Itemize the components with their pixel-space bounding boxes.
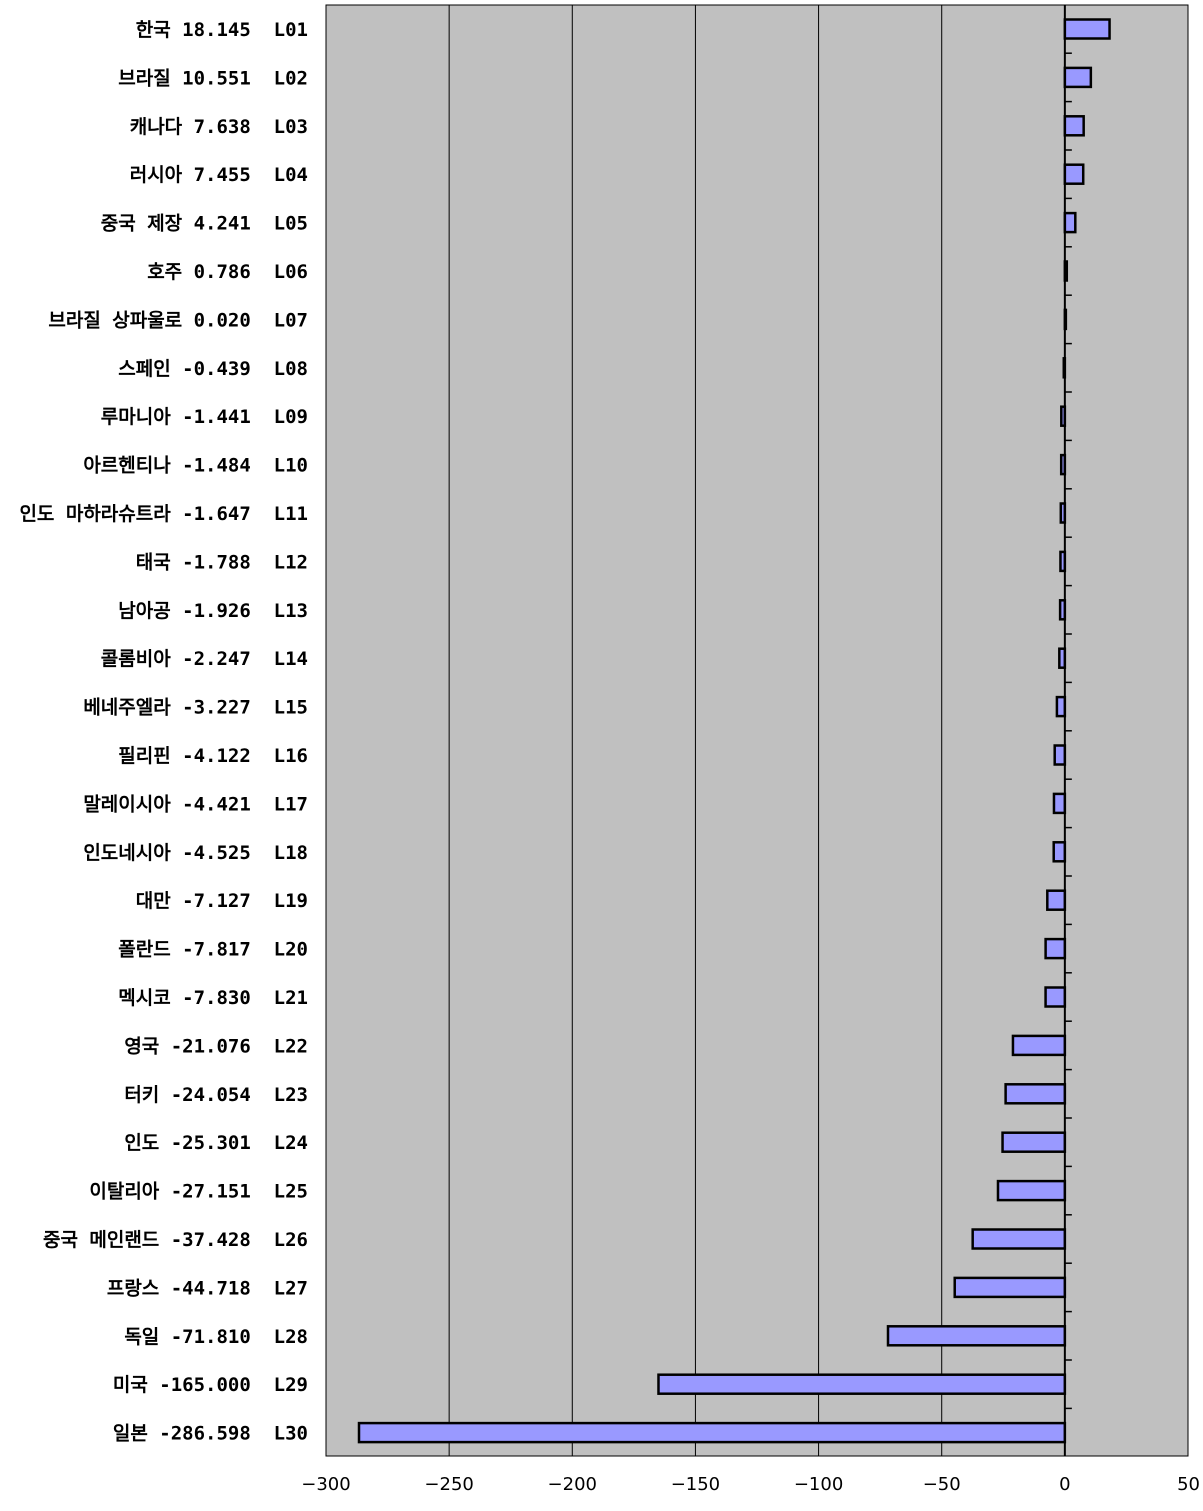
category-label: 중국 메인랜드 -37.428 L26 <box>43 1229 308 1251</box>
category-label: 태국 -1.788 L12 <box>136 551 308 573</box>
category-label: 이탈리아 -27.151 L25 <box>89 1181 308 1203</box>
bar <box>1044 986 1067 1008</box>
category-label: 프랑스 -44.718 L27 <box>107 1277 308 1299</box>
bar <box>1063 115 1085 137</box>
bar <box>953 1276 1067 1299</box>
x-tick-label: −250 <box>424 1474 473 1495</box>
x-tick-labels: −300 −250 −200 −150 −100 −50 0 50 <box>301 1474 1200 1495</box>
category-label: 남아공 -1.926 L13 <box>118 600 308 622</box>
bar <box>1001 1131 1067 1153</box>
category-label: 루마니아 -1.441 L09 <box>101 406 308 428</box>
x-tick-label: −300 <box>301 1474 350 1495</box>
x-tick-label: −50 <box>923 1474 961 1495</box>
x-tick-label: 0 <box>1059 1474 1070 1495</box>
bar <box>357 1421 1067 1444</box>
category-label: 캐나다 7.638 L03 <box>130 116 308 138</box>
category-label: 터키 -24.054 L23 <box>124 1084 308 1106</box>
category-label: 독일 -71.810 L28 <box>124 1326 308 1348</box>
bar <box>971 1228 1067 1250</box>
bar <box>1063 211 1077 234</box>
category-label: 필리핀 -4.122 L16 <box>118 745 308 767</box>
x-tick-label: −150 <box>671 1474 720 1495</box>
plot-area <box>325 4 1189 1457</box>
axes <box>1063 5 1072 1456</box>
category-label: 한국 18.145 L01 <box>136 19 308 41</box>
bar <box>1004 1083 1067 1105</box>
category-labels: 한국 18.145 L01 브라질 10.551 L02 캐나다 7.638 L03… <box>19 19 308 1445</box>
bar <box>1052 792 1067 815</box>
x-tick-label: −200 <box>548 1474 597 1495</box>
category-label: 호주 0.786 L06 <box>147 261 308 283</box>
bar <box>1044 937 1067 960</box>
category-label: 일본 -286.598 L30 <box>113 1423 308 1445</box>
bar <box>1053 744 1067 766</box>
category-label: 영국 -21.076 L22 <box>124 1035 308 1057</box>
category-label: 스페인 -0.439 L08 <box>118 358 308 380</box>
bar <box>996 1179 1067 1202</box>
bar <box>1011 1034 1067 1057</box>
category-label: 미국 -165.000 L29 <box>113 1374 308 1396</box>
bar <box>657 1373 1067 1395</box>
category-label: 대만 -7.127 L19 <box>136 890 308 912</box>
bar <box>1063 18 1111 40</box>
category-label: 러시아 7.455 L04 <box>130 164 308 186</box>
category-label: 폴란드 -7.817 L20 <box>118 939 308 961</box>
bar <box>1052 841 1067 863</box>
bar <box>1055 695 1067 718</box>
category-label: 인도 마하라슈트라 -1.647 L11 <box>19 503 308 525</box>
category-label: 아르헨티나 -1.484 L10 <box>83 455 308 477</box>
category-label: 멕시코 -7.830 L21 <box>118 987 308 1009</box>
bar <box>1063 66 1093 89</box>
x-tick-label: −100 <box>794 1474 843 1495</box>
category-label: 브라질 상파울로 0.020 L07 <box>48 309 308 331</box>
bar <box>1063 163 1085 185</box>
x-tick-label: 50 <box>1177 1474 1200 1495</box>
category-label: 중국 제장 4.241 L05 <box>101 213 308 235</box>
category-label: 브라질 10.551 L02 <box>118 67 308 89</box>
category-label: 베네주엘라 -3.227 L15 <box>83 697 308 719</box>
category-label: 인도네시아 -4.525 L18 <box>83 842 308 864</box>
category-label: 인도 -25.301 L24 <box>124 1132 308 1154</box>
bar <box>886 1325 1067 1347</box>
bar <box>1046 889 1067 911</box>
category-label: 말레이시아 -4.421 L17 <box>83 793 308 815</box>
category-label: 콜롬비아 -2.247 L14 <box>101 648 308 670</box>
